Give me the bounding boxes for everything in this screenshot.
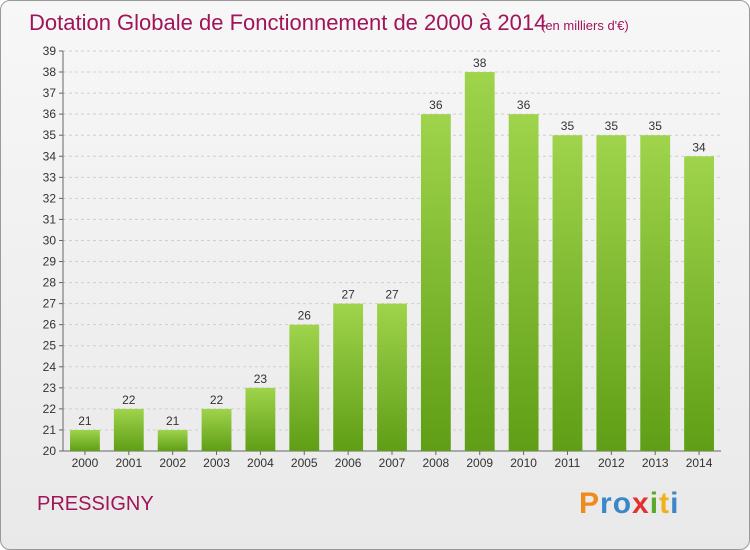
bar-2007 [377, 303, 407, 451]
bar-2003 [201, 408, 232, 451]
y-tick-label: 39 [43, 44, 57, 58]
bar-2004 [245, 387, 276, 451]
y-tick-label: 24 [43, 360, 57, 374]
bar-2011 [552, 135, 583, 452]
logo-letter: i [670, 487, 680, 520]
value-label-2003: 22 [210, 393, 224, 407]
x-tick-label-2014: 2014 [686, 456, 713, 470]
y-tick-label: 28 [43, 276, 57, 290]
value-label-2002: 21 [166, 414, 180, 428]
value-label-2008: 36 [429, 98, 443, 112]
value-label-2014: 34 [692, 140, 706, 154]
y-tick-label: 29 [43, 255, 57, 269]
x-tick-label-2005: 2005 [291, 456, 318, 470]
bar-2000 [70, 429, 100, 451]
y-tick-label: 22 [43, 402, 57, 416]
value-label-2010: 36 [517, 98, 531, 112]
y-tick-label: 26 [43, 318, 57, 332]
bar-2013 [640, 135, 671, 452]
y-tick-label: 20 [43, 444, 57, 458]
x-tick-label-2012: 2012 [598, 456, 625, 470]
logo-letter: i [649, 487, 660, 520]
value-label-2005: 26 [298, 309, 312, 323]
bar-2010 [508, 114, 539, 451]
y-tick-label: 30 [43, 233, 57, 247]
y-tick-label: 38 [43, 65, 57, 79]
y-tick-label: 34 [43, 149, 57, 163]
y-tick-label: 25 [43, 339, 57, 353]
proxiti-logo: Proxiti [579, 487, 679, 521]
bar-2014 [684, 156, 714, 451]
bar-2008 [420, 114, 451, 451]
bar-2001 [113, 408, 144, 451]
x-tick-label-2001: 2001 [115, 456, 142, 470]
x-tick-label-2007: 2007 [379, 456, 406, 470]
x-tick-label-2010: 2010 [510, 456, 537, 470]
x-tick-label-2000: 2000 [72, 456, 99, 470]
y-tick-label: 36 [43, 107, 57, 121]
bar-2002 [157, 429, 188, 451]
bar-2009 [464, 72, 495, 451]
y-tick-label: 33 [43, 170, 57, 184]
value-label-2004: 23 [254, 372, 268, 386]
x-tick-label-2003: 2003 [203, 456, 230, 470]
commune-name: PRESSIGNY [37, 493, 154, 515]
y-tick-label: 21 [43, 423, 57, 437]
y-tick-label: 27 [43, 297, 57, 311]
value-label-2000: 21 [78, 414, 92, 428]
x-tick-label-2006: 2006 [335, 456, 362, 470]
logo-letter: r [600, 487, 613, 520]
value-label-2009: 38 [473, 56, 487, 70]
logo-letter: P [579, 487, 601, 520]
value-label-2007: 27 [385, 288, 399, 302]
value-label-2006: 27 [341, 288, 355, 302]
value-label-2001: 22 [122, 393, 136, 407]
y-tick-label: 32 [43, 191, 57, 205]
x-tick-label-2013: 2013 [642, 456, 669, 470]
bar-2005 [289, 324, 320, 451]
x-tick-label-2002: 2002 [159, 456, 186, 470]
x-tick-label-2011: 2011 [555, 456, 581, 470]
y-tick-label: 31 [43, 212, 57, 226]
value-label-2012: 35 [605, 119, 619, 133]
x-tick-label-2004: 2004 [247, 456, 274, 470]
y-tick-label: 37 [43, 86, 57, 100]
bar-2006 [333, 303, 364, 451]
value-label-2011: 35 [561, 119, 575, 133]
bar-2012 [596, 135, 627, 452]
y-tick-label: 23 [43, 381, 57, 395]
chart-title: Dotation Globale de Fonctionnement de 20… [29, 10, 546, 35]
chart-subtitle: (en milliers d'€) [541, 18, 629, 33]
logo-letter: t [659, 487, 671, 520]
logo-letter: o [612, 487, 633, 520]
logo-letter: x [632, 487, 650, 520]
y-tick-label: 35 [43, 128, 57, 142]
x-tick-label-2008: 2008 [423, 456, 450, 470]
value-label-2013: 35 [649, 119, 663, 133]
x-tick-label-2009: 2009 [466, 456, 493, 470]
